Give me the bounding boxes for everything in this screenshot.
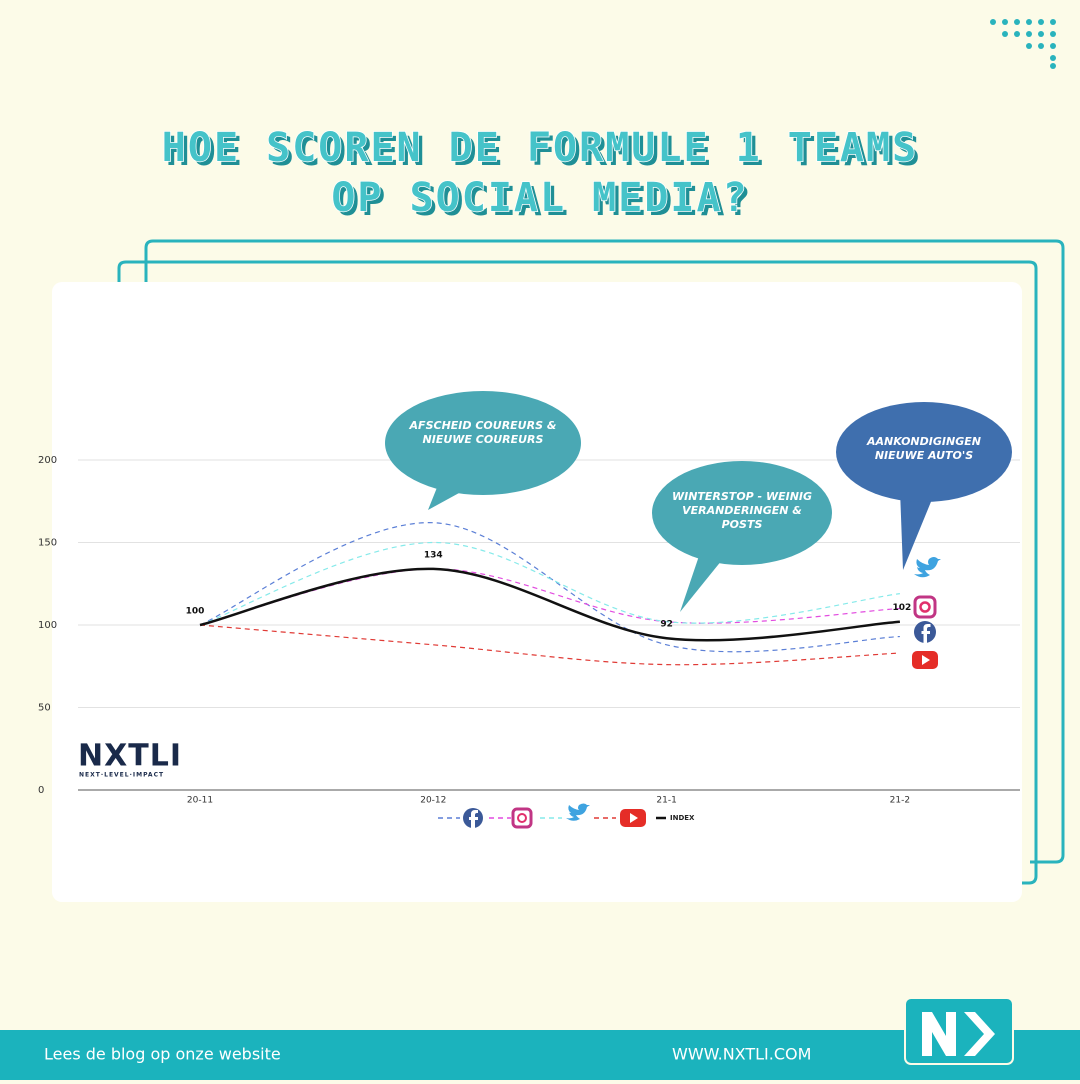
y-tick-label: 200 [38,455,57,466]
y-tick-label: 50 [38,703,51,714]
footer-right: WWW.NXTLI.COM [672,1045,811,1064]
twitter-icon [914,557,941,578]
x-tick-label: 20-12 [420,796,446,806]
series-line [199,522,900,653]
data-label: 102 [893,603,912,613]
brand-mark [922,1012,995,1056]
annotation-tail [680,553,722,612]
x-tick-label: 20-11 [187,796,213,806]
annotation-bubble [836,402,1012,502]
x-tick-label: 21-2 [890,796,910,806]
data-label: 92 [660,620,673,630]
y-tick-label: 150 [38,538,57,549]
annotation-bubble [385,391,581,495]
series-line [199,624,900,666]
title: HOE SCOREN DE FORMULE 1 TEAMS [162,125,918,171]
legend-icons [463,803,646,829]
logo-name: NXTLI [78,739,182,774]
series-line [199,541,900,626]
data-label: 100 [186,607,205,617]
annotation-bubble [652,461,832,565]
title-shadow: HOE SCOREN DE FORMULE 1 TEAMS [166,129,922,175]
plot: 0 50 100 150 200 20-11 20-12 21-1 21-2 100 134 92 10… [38,391,1020,822]
frame [144,239,1065,864]
footer-left: Lees de blog op onze website [44,1045,281,1064]
series-line [199,567,900,642]
title: OP SOCIAL MEDIA? [331,175,748,221]
data-label: 134 [424,550,443,560]
annotation-text: NIEUWE COUREURS [423,433,544,446]
x-tick-label: 21-1 [656,796,676,806]
logo-tagline: NEXT·LEVEL·IMPACT [79,772,164,779]
series-icons [912,557,941,669]
annotation-text: POSTS [722,518,763,531]
dot-pattern [990,19,1056,69]
title-shadow: OP SOCIAL MEDIA? [335,179,752,225]
series-line [199,568,900,626]
footer-bar [0,1030,1080,1080]
legend-label: INDEX [670,814,695,822]
chart-card [52,282,1022,902]
instagram-icon [913,595,937,619]
annotation-text: NIEUWE AUTO'S [875,449,973,462]
annotation-text: AANKONDIGINGEN [866,435,981,448]
annotation-text: AFSCHEID COUREURS & [409,419,557,432]
annotation-tail [900,490,935,570]
brand-badge [904,997,1014,1065]
annotation-text: WINTERSTOP - WEINIG [672,490,812,503]
frame [117,260,1038,885]
annotation-text: VERANDERINGEN & [682,504,802,517]
y-tick-label: 100 [38,620,57,631]
chart-logo: NXTLI NEXT·LEVEL·IMPACT [78,739,182,779]
y-tick-label: 0 [38,785,44,796]
